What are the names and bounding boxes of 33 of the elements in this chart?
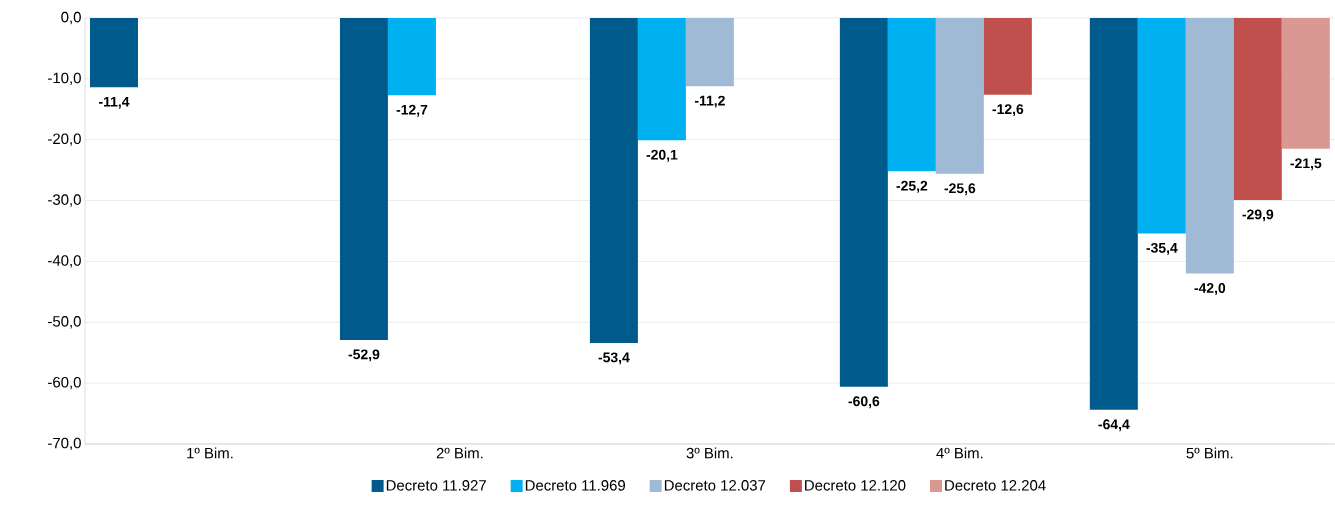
data-label: -25,6	[944, 183, 976, 196]
data-label: -42,0	[1194, 283, 1226, 295]
data-label: -53,4	[598, 352, 630, 365]
legend-label: Decreto 12.204	[945, 480, 1046, 491]
legend-label: Decreto 11.927	[386, 480, 486, 491]
data-label: -12,7	[396, 104, 428, 117]
y-tick-label: -70,0	[48, 437, 81, 451]
y-tick-label: -30,0	[48, 194, 81, 207]
data-label: -60,6	[848, 396, 880, 409]
y-tick-label: -10,0	[48, 72, 81, 86]
data-label: -12,6	[992, 104, 1024, 117]
x-tick-label: 3º Bim.	[686, 447, 733, 459]
data-label: -25,2	[896, 180, 928, 193]
y-tick-label: 0,0	[61, 11, 81, 25]
x-tick-label: 4º Bim.	[936, 447, 983, 459]
data-label: -21,5	[1290, 158, 1322, 171]
x-tick-label: 2º Bim.	[436, 447, 483, 459]
y-tick-label: -50,0	[48, 316, 81, 329]
data-label: -52,9	[348, 349, 380, 362]
x-tick-label: 1º Bim.	[187, 447, 233, 459]
legend-label: Decreto 12.037	[664, 480, 766, 491]
y-tick-label: -40,0	[48, 255, 81, 268]
x-tick-label: 5º Bim.	[1186, 447, 1233, 459]
data-label: -29,9	[1242, 209, 1274, 222]
legend-label: Decreto 12.120	[805, 480, 906, 491]
data-label: -11,4	[99, 96, 130, 109]
data-label: -64,4	[1098, 419, 1130, 432]
y-tick-label: -60,0	[48, 376, 81, 390]
data-label: -11,2	[694, 95, 725, 108]
y-tick-label: -20,0	[48, 133, 81, 146]
legend-label: Decreto 11.969	[525, 480, 625, 491]
data-label: -20,1	[646, 149, 678, 162]
data-label: -35,4	[1146, 242, 1178, 255]
